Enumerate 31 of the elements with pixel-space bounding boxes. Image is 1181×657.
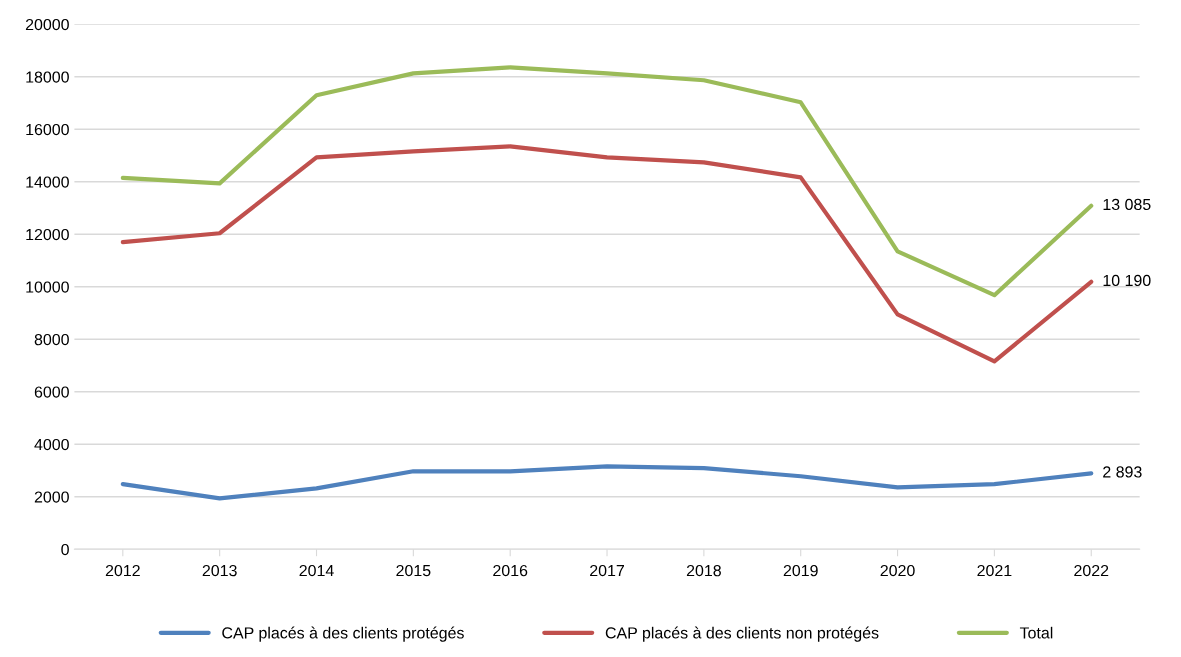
x-tick-label: 2014	[299, 564, 334, 577]
y-tick-label: 10000	[26, 281, 69, 293]
data-label: 2 893	[1103, 466, 1142, 478]
x-tick-label: 2016	[493, 564, 528, 577]
y-tick-label: 20000	[25, 18, 69, 31]
x-tick-label: 2019	[783, 564, 818, 577]
y-tick-label: 6000	[34, 386, 69, 398]
x-tick-label: 2013	[202, 564, 237, 577]
data-label: 10 190	[1103, 274, 1151, 287]
line-series	[120, 65, 1094, 298]
x-tick-label: 2021	[977, 564, 1012, 577]
y-tick-label: 8000	[34, 333, 69, 346]
y-tick-label: 12000	[26, 228, 69, 241]
x-tick-label: 2022	[1074, 564, 1109, 577]
x-tick-label: 2015	[396, 564, 431, 577]
x-tick-label: 2020	[880, 564, 915, 577]
y-tick-label: 0	[61, 543, 69, 556]
legend-label: CAP placés à des clients protégés	[222, 626, 464, 642]
x-tick-label: 2017	[590, 564, 624, 577]
x-tick-label: 2012	[105, 564, 140, 577]
legend-label: CAP placés à des clients non protégés	[605, 626, 879, 642]
y-tick-label: 16000	[26, 123, 69, 136]
data-label: 13 085	[1103, 198, 1151, 211]
y-tick-label: 4000	[34, 438, 69, 451]
line-series	[120, 464, 1094, 501]
line-series	[120, 144, 1094, 364]
y-tick-label: 14000	[26, 176, 69, 188]
x-tick-label: 2018	[686, 564, 721, 577]
y-tick-label: 18000	[26, 71, 69, 83]
legend-label: Total	[1019, 626, 1053, 639]
y-tick-label: 2000	[34, 491, 69, 503]
